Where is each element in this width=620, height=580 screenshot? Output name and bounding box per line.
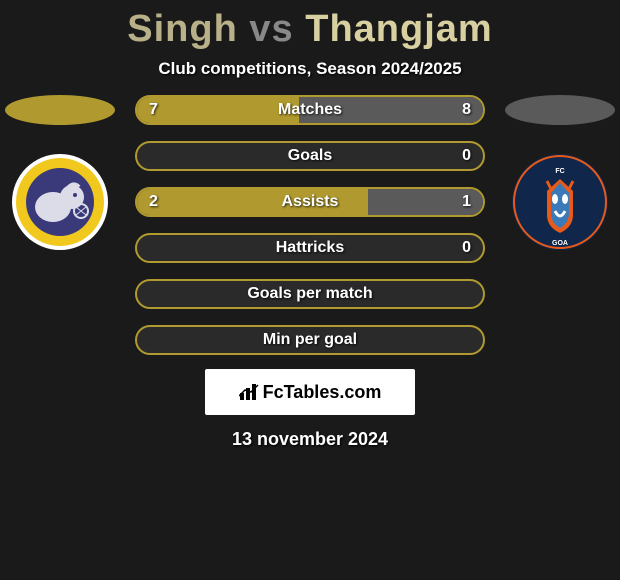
player2-ellipse xyxy=(505,95,615,125)
vs-word: vs xyxy=(249,8,293,50)
stat-value-right: 0 xyxy=(462,235,471,261)
right-column: FC GOA xyxy=(500,95,620,251)
stat-value-right: 0 xyxy=(462,143,471,169)
stat-bar: Goals per match xyxy=(135,279,485,309)
svg-text:FC: FC xyxy=(555,168,564,175)
club-crest-left xyxy=(11,153,109,251)
stat-label: Matches xyxy=(137,97,483,123)
comparison-title: Singh vs Thangjam xyxy=(0,0,620,51)
stat-label: Min per goal xyxy=(137,327,483,353)
stat-bar: Goals0 xyxy=(135,141,485,171)
stat-label: Goals xyxy=(137,143,483,169)
stat-label: Hattricks xyxy=(137,235,483,261)
club-crest-right: FC GOA xyxy=(511,153,609,251)
stat-value-right: 1 xyxy=(462,189,471,215)
svg-text:GOA: GOA xyxy=(552,240,568,247)
stat-label: Goals per match xyxy=(137,281,483,307)
stat-label: Assists xyxy=(137,189,483,215)
fc-goa-icon: FC GOA xyxy=(511,153,609,251)
subtitle: Club competitions, Season 2024/2025 xyxy=(0,59,620,79)
watermark-text: FcTables.com xyxy=(263,382,382,403)
watermark[interactable]: FcTables.com xyxy=(205,369,415,415)
content: FC GOA Matches78Goals0Assists21Hattricks… xyxy=(0,95,620,355)
player2-name: Thangjam xyxy=(305,8,492,50)
stat-bar: Min per goal xyxy=(135,325,485,355)
left-column xyxy=(0,95,120,251)
stat-bar: Hattricks0 xyxy=(135,233,485,263)
player1-name: Singh xyxy=(127,8,238,50)
stat-value-left: 2 xyxy=(149,189,158,215)
player1-ellipse xyxy=(5,95,115,125)
chart-icon xyxy=(239,383,259,401)
date: 13 november 2024 xyxy=(0,429,620,450)
kerala-blasters-icon xyxy=(11,153,109,251)
stat-bars: Matches78Goals0Assists21Hattricks0Goals … xyxy=(135,95,485,355)
stat-bar: Matches7 8 xyxy=(135,95,485,125)
stat-value-left: 7 xyxy=(149,97,158,123)
stat-value-right: 8 xyxy=(462,97,471,123)
stat-bar: Assists2 1 xyxy=(135,187,485,217)
